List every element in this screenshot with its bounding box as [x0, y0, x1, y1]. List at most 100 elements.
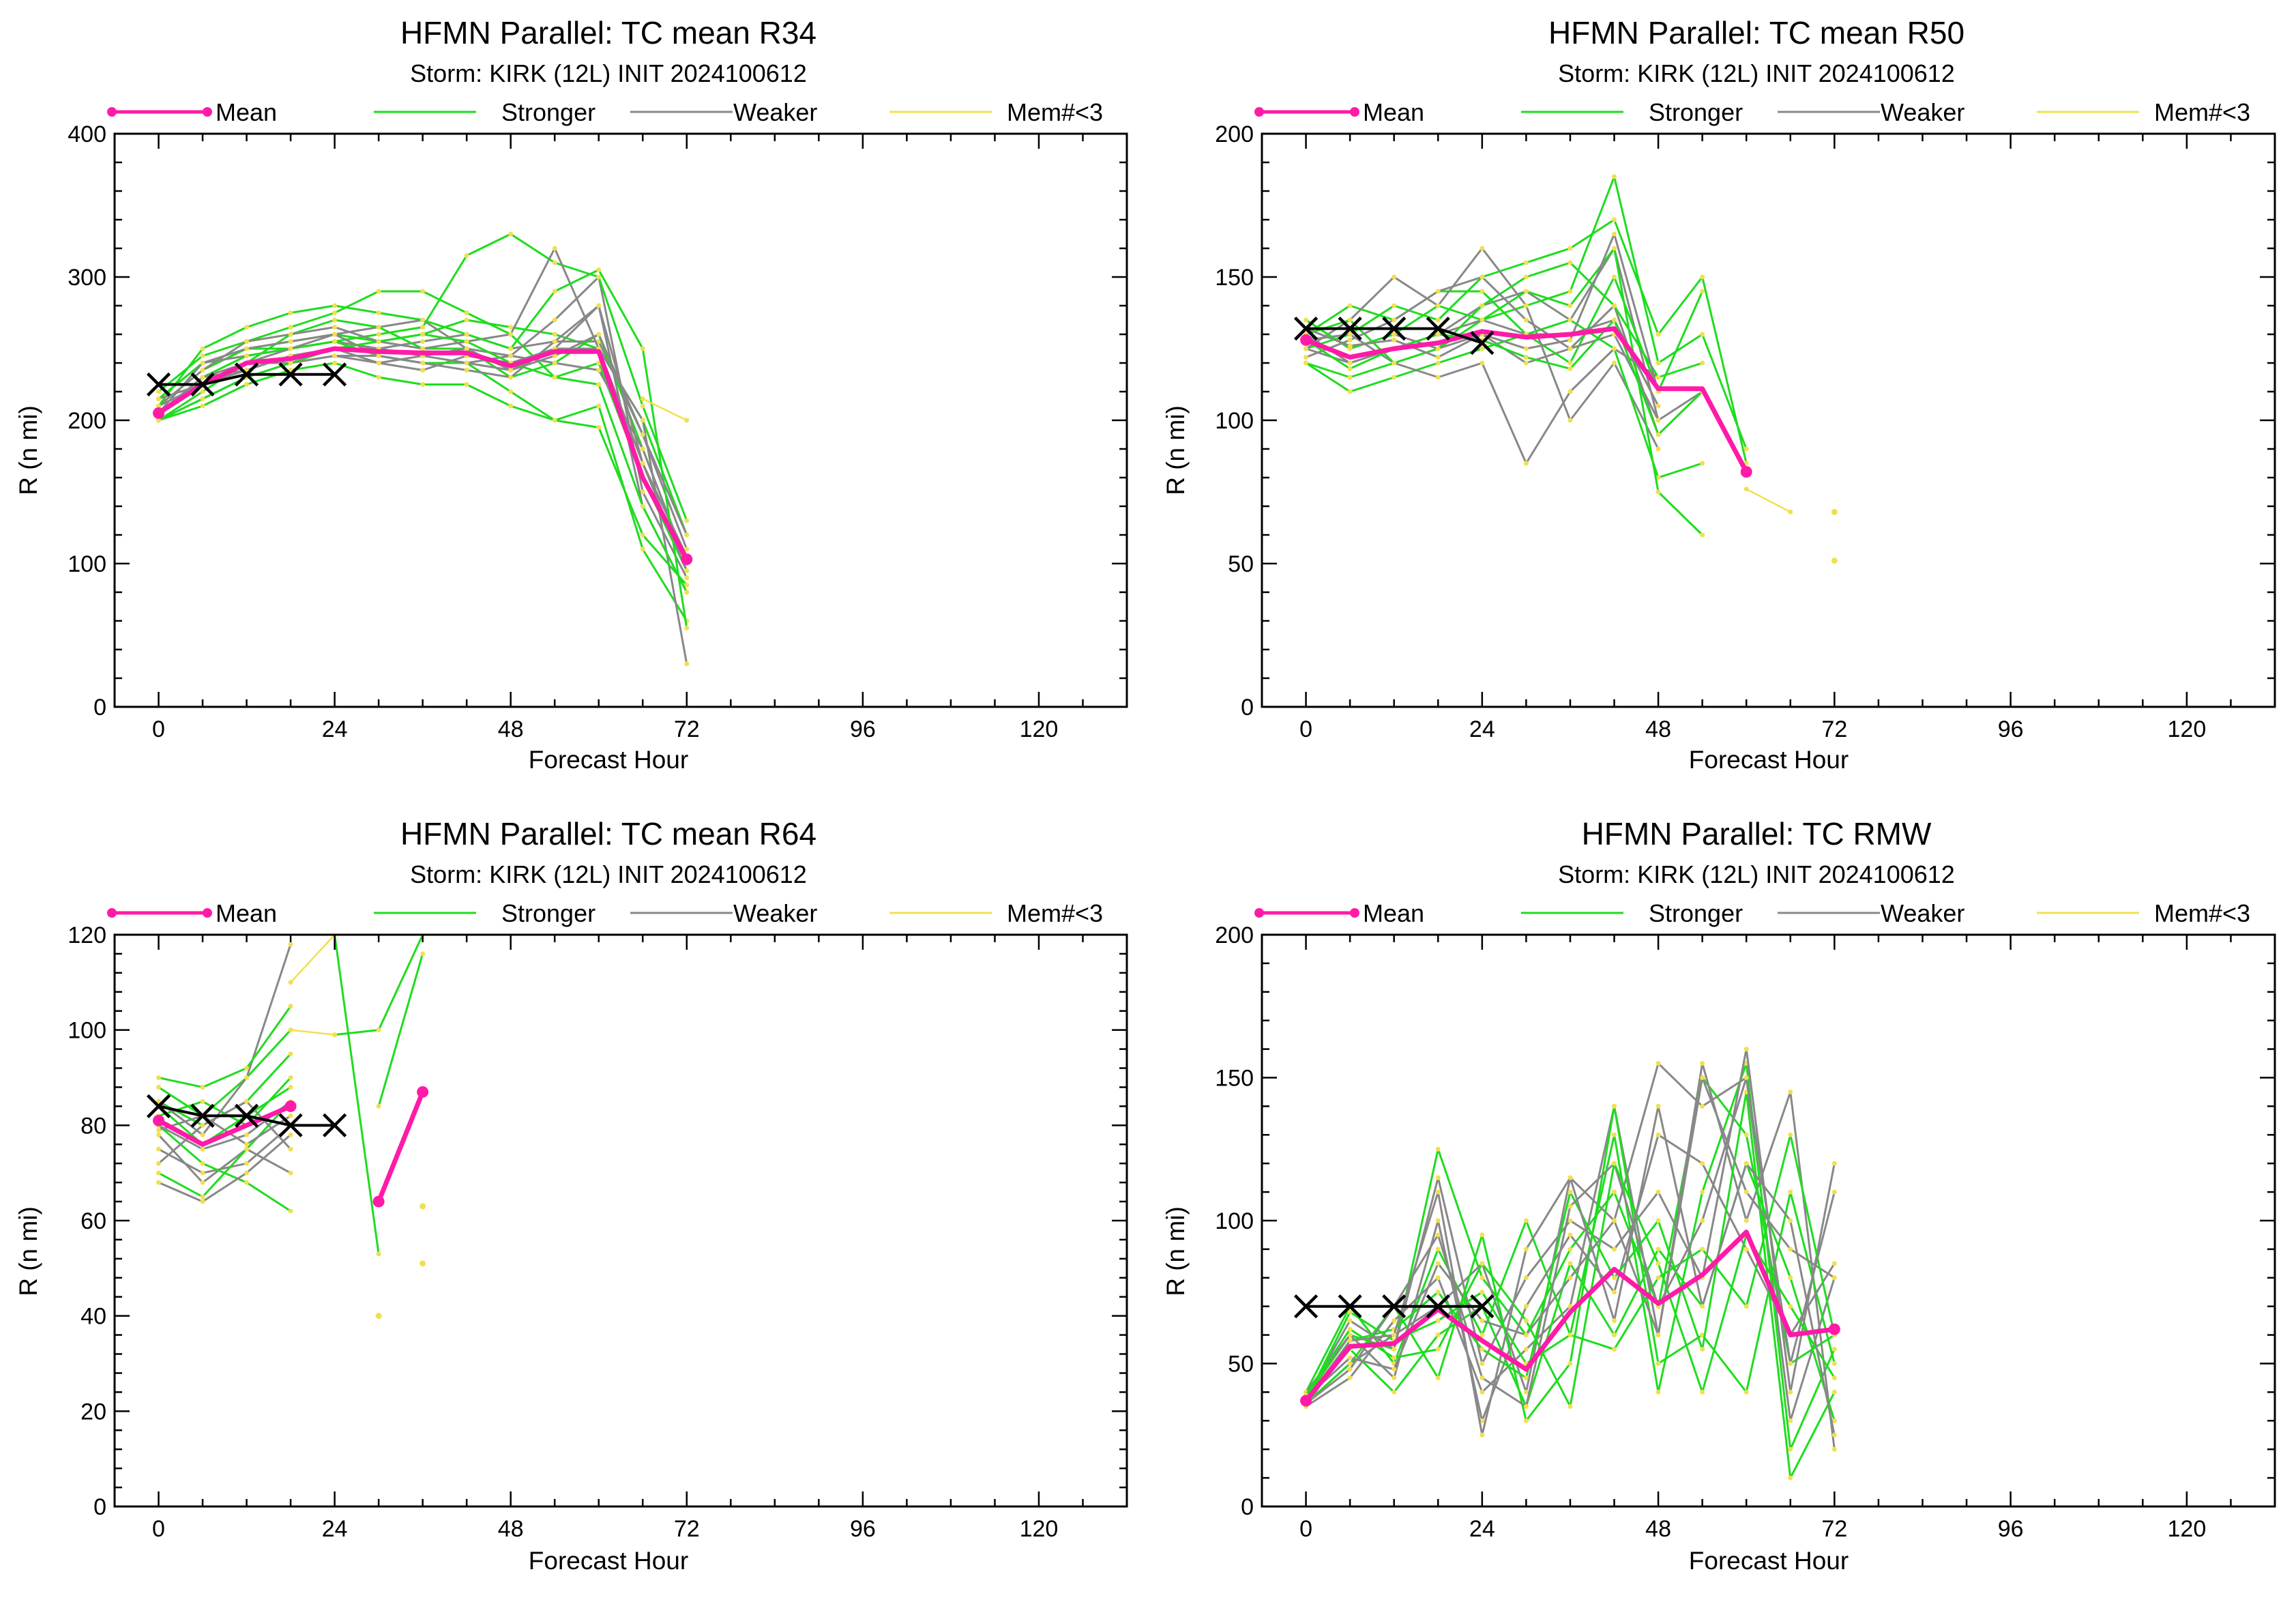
- series-layer: [146, 935, 429, 1320]
- stronger-member-line-point: [200, 1084, 205, 1090]
- stronger-member-line-point: [1655, 1389, 1661, 1395]
- stronger-member-line-point: [1568, 317, 1573, 323]
- y-tick-label: 50: [1228, 1352, 1254, 1378]
- weaker-member-line-point: [1788, 1418, 1793, 1423]
- stronger-member-line-point: [1523, 355, 1529, 360]
- stronger-member-line-point: [684, 518, 690, 523]
- weaker-member-line-point: [508, 368, 514, 373]
- weaker-member-line-point: [552, 360, 557, 366]
- legend-marker-mean: [107, 107, 117, 117]
- y-axis-label: R (n mi): [14, 1206, 42, 1296]
- y-axis-label: R (n mi): [14, 405, 42, 495]
- y-tick-label: 100: [1215, 1208, 1254, 1234]
- stronger-member-line-point: [552, 332, 557, 337]
- mem-low-line: [1746, 488, 1791, 513]
- stronger-member-line-point: [464, 339, 469, 344]
- weaker-member-line-point: [1612, 346, 1617, 351]
- stronger-member-line-point: [1568, 1189, 1573, 1195]
- weaker-member-line: [158, 944, 292, 1136]
- weaker-member-line-point: [1743, 1189, 1749, 1195]
- stronger-member-line-point: [1700, 1332, 1705, 1338]
- y-tick-label: 400: [68, 121, 106, 147]
- weaker-member-line-point: [1347, 1375, 1353, 1380]
- stronger-member-line-point: [1612, 217, 1617, 222]
- weaker-member-line-point: [420, 339, 426, 344]
- weaker-member-line-point: [684, 575, 690, 581]
- stronger-member-line-point: [1435, 332, 1441, 337]
- stronger-member-line-point: [1568, 1332, 1573, 1338]
- stronger-member-line-point: [1392, 303, 1397, 308]
- y-tick-label: 200: [68, 408, 106, 434]
- weaker-member-line-point: [596, 339, 602, 344]
- stronger-member-line-point: [1655, 475, 1661, 480]
- weaker-member-line-point: [1831, 1275, 1837, 1281]
- weaker-member-line-point: [1743, 1047, 1749, 1052]
- stronger-member-line-point: [1523, 1375, 1529, 1380]
- legend: Mean Stronger Weaker Mem#<3: [1363, 899, 2250, 927]
- stronger-member-line-point: [332, 303, 338, 308]
- weaker-member-line-point: [1392, 1332, 1397, 1338]
- stronger-member-line-point: [508, 389, 514, 394]
- stronger-member-line-point: [1700, 1247, 1705, 1252]
- x-axis-label: Forecast Hour: [529, 746, 688, 774]
- legend-label-mem: Mem#<3: [1007, 899, 1103, 927]
- observed-marker: [1338, 1294, 1362, 1319]
- stronger-member-line-point: [1612, 246, 1617, 251]
- stronger-member-line-point: [1568, 1247, 1573, 1252]
- stronger-member-line-point: [1480, 1332, 1485, 1338]
- observed-marker: [1470, 1294, 1495, 1319]
- mem-low-line-point: [1743, 486, 1749, 492]
- stronger-member-line-point: [1304, 360, 1309, 366]
- observed-marker: [1338, 317, 1362, 341]
- stronger-member-line-point: [156, 389, 162, 394]
- stronger-member-line-point: [1480, 303, 1485, 308]
- plot-area: 0 24 48 72 96 120 0 20 40 60 80 100 120: [68, 908, 1128, 1542]
- weaker-member-line-point: [332, 353, 338, 358]
- stronger-member-line-point: [552, 289, 557, 294]
- legend: Mean Stronger Weaker Mem#<3: [216, 899, 1103, 927]
- legend-marker-mean: [1254, 908, 1264, 918]
- stronger-member-line-point: [1612, 1347, 1617, 1352]
- stronger-member-line-point: [684, 626, 690, 630]
- weaker-member-line-point: [376, 353, 381, 358]
- weaker-member-line-point: [376, 325, 381, 330]
- weaker-member-line-point: [1480, 1432, 1485, 1438]
- plot-area: 0 24 48 72 96 120 0 50 100 150 200: [1215, 107, 2276, 742]
- weaker-member-line-point: [1480, 274, 1485, 280]
- y-tick-label: 40: [80, 1304, 106, 1330]
- stronger-member-line-point: [200, 1161, 205, 1166]
- stronger-member-line-point: [1612, 1332, 1617, 1338]
- weaker-member-line-point: [1612, 360, 1617, 366]
- stronger-member-line-point: [200, 396, 205, 401]
- weaker-member-line-point: [244, 1132, 250, 1137]
- weaker-member-line-point: [1612, 1290, 1617, 1295]
- legend-marker-mean: [1254, 107, 1264, 117]
- stronger-member-line-point: [552, 260, 557, 265]
- stronger-member-line-point: [1655, 1361, 1661, 1366]
- weaker-member-line-point: [288, 1146, 293, 1152]
- stronger-member-line-point: [552, 418, 557, 423]
- weaker-member-line-point: [288, 942, 293, 947]
- stronger-member-line-point: [1568, 246, 1573, 251]
- weaker-member-line-point: [1480, 360, 1485, 366]
- weaker-member-line-point: [1523, 317, 1529, 323]
- weaker-member-line-point: [1655, 1132, 1661, 1137]
- x-tick-label: 120: [2168, 1516, 2207, 1542]
- mem-low-point: [375, 1313, 382, 1320]
- stronger-member-line-point: [156, 1075, 162, 1080]
- weaker-member-line: [158, 1134, 291, 1184]
- weaker-member-line-point: [1435, 375, 1441, 380]
- weaker-member-line-point: [1568, 1218, 1573, 1223]
- stronger-member-line-point: [1788, 1132, 1793, 1137]
- stronger-member-line-point: [640, 504, 645, 509]
- y-axis-label: R (n mi): [1162, 1206, 1190, 1296]
- legend-label-weaker: Weaker: [733, 899, 817, 927]
- mean-endpoint: [284, 1100, 297, 1112]
- weaker-member-line-point: [1655, 1189, 1661, 1195]
- x-tick-label: 120: [1020, 716, 1059, 742]
- stronger-member-line-point: [1480, 346, 1485, 351]
- weaker-member-line-point: [1568, 1204, 1573, 1209]
- stronger-member-line-point: [200, 389, 205, 394]
- weaker-member-line-point: [1480, 1418, 1485, 1423]
- weaker-member-line-point: [244, 1141, 250, 1147]
